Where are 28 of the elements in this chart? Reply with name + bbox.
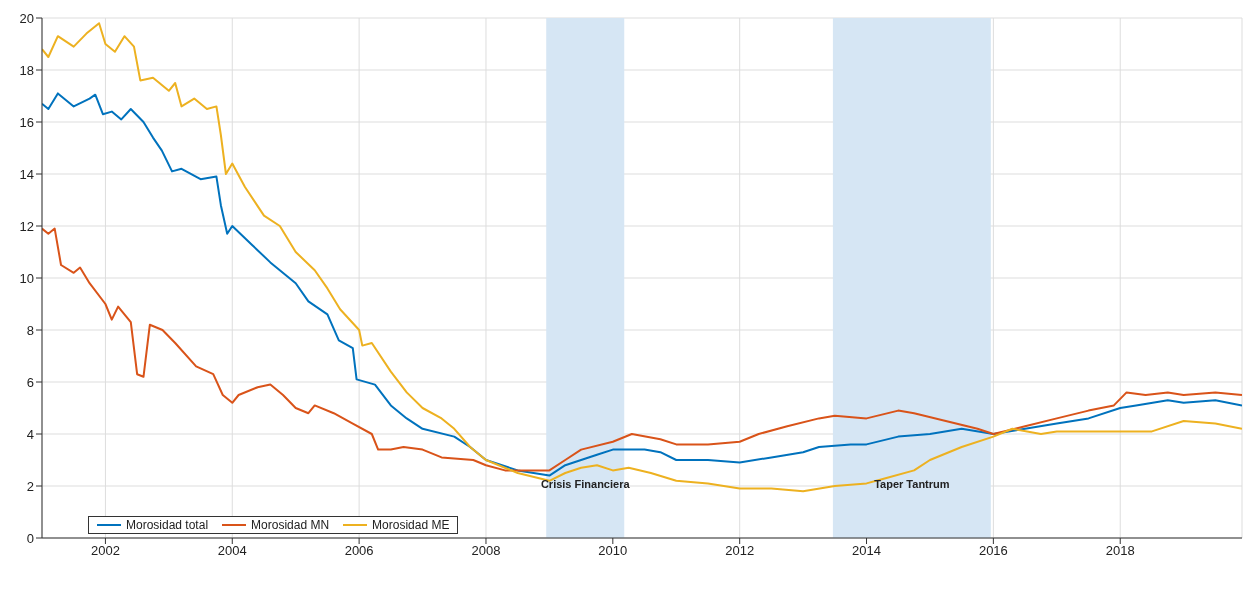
y-tick-label: 2 — [26, 478, 34, 494]
legend-label: Morosidad total — [126, 518, 209, 532]
x-tick-label: 2010 — [598, 543, 628, 559]
x-tick-label: 2006 — [344, 543, 374, 559]
x-tick-label: 2004 — [217, 543, 247, 559]
y-tick-label: 20 — [19, 10, 34, 26]
x-tick-label: 2002 — [90, 543, 120, 559]
band-label: Crisis Financiera — [540, 478, 631, 490]
y-tick-label: 16 — [19, 114, 34, 130]
y-tick-label: 4 — [26, 426, 34, 442]
band-label: Taper Tantrum — [874, 478, 950, 490]
line-series — [42, 22, 1242, 493]
y-tick-label: 8 — [26, 322, 34, 338]
y-tick-label: 12 — [19, 218, 34, 234]
y-tick-label: 18 — [19, 62, 34, 78]
y-tick-label: 6 — [26, 374, 34, 390]
legend-label: Morosidad MN — [251, 518, 330, 532]
y-tick-label: 14 — [19, 166, 34, 182]
line-series — [42, 227, 1242, 472]
x-tick-label: 2012 — [725, 543, 755, 559]
x-tick-label: 2014 — [852, 543, 881, 559]
x-tick-label: 2018 — [1105, 543, 1135, 559]
x-tick-label: 2008 — [471, 543, 501, 559]
y-tick-label: 10 — [19, 270, 34, 286]
legend-label: Morosidad ME — [372, 518, 450, 532]
x-tick-label: 2016 — [978, 543, 1008, 559]
y-tick-label: 0 — [26, 530, 34, 546]
line-series — [42, 92, 1242, 477]
